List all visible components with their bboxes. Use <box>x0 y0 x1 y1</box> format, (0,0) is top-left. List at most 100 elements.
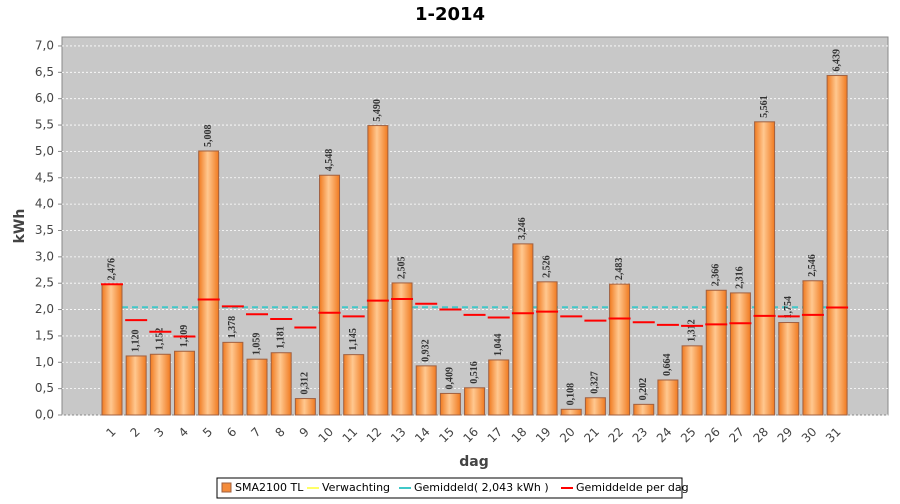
x-tick-label: 8 <box>272 425 287 440</box>
y-tick-label: 3,5 <box>35 223 54 237</box>
x-tick-label: 29 <box>775 425 796 446</box>
y-tick-label: 2,5 <box>35 276 54 290</box>
data-label: 0,664 <box>662 353 673 376</box>
bar <box>294 398 316 416</box>
x-tick-label: 16 <box>460 425 481 446</box>
bar <box>754 121 776 416</box>
x-tick-label: 10 <box>315 425 336 446</box>
data-label: 1,120 <box>130 329 141 352</box>
bar <box>705 289 727 416</box>
x-tick-label: 28 <box>750 425 771 446</box>
data-label: 2,526 <box>541 255 552 278</box>
bar <box>729 292 751 416</box>
x-tick-label: 15 <box>436 425 457 446</box>
bar <box>367 125 389 416</box>
y-tick-label: 1,0 <box>35 355 54 369</box>
bar <box>222 341 244 416</box>
bar <box>415 365 437 416</box>
bar <box>633 403 655 416</box>
bar <box>826 75 848 416</box>
data-label: 1,754 <box>783 296 794 319</box>
data-label: 1,059 <box>251 333 262 356</box>
x-tick-label: 17 <box>485 425 506 446</box>
bar <box>802 280 824 416</box>
data-label: 0,409 <box>445 367 456 390</box>
data-label: 2,483 <box>614 258 625 281</box>
data-label: 1,152 <box>155 328 166 351</box>
x-tick-label: 21 <box>581 425 602 446</box>
x-tick-label: 27 <box>726 425 747 446</box>
x-tick-label: 6 <box>224 425 239 440</box>
data-label: 5,008 <box>203 124 214 147</box>
x-tick-label: 13 <box>388 425 409 446</box>
x-tick-label: 12 <box>364 425 385 446</box>
legend-label: SMA2100 TL <box>235 481 304 494</box>
y-tick-label: 3,0 <box>35 249 54 263</box>
bar <box>778 322 800 416</box>
x-tick-label: 9 <box>297 425 312 440</box>
data-label: 1,145 <box>348 328 359 351</box>
data-label: 1,312 <box>686 319 697 342</box>
x-tick-label: 19 <box>533 425 554 446</box>
data-label: 0,516 <box>469 361 480 384</box>
data-label: 5,561 <box>759 95 770 118</box>
x-tick-label: 11 <box>340 425 361 446</box>
data-label: 2,546 <box>807 254 818 277</box>
x-tick-label: 14 <box>412 425 433 446</box>
x-tick-label: 2 <box>127 425 142 440</box>
x-tick-label: 5 <box>200 425 215 440</box>
y-tick-label: 1,5 <box>35 328 54 342</box>
bar <box>657 379 679 416</box>
y-tick-label: 2,0 <box>35 302 54 316</box>
x-tick-label: 31 <box>823 425 844 446</box>
legend-label: Gemiddelde per dag <box>576 481 689 494</box>
bar <box>198 150 220 416</box>
bar <box>343 354 365 416</box>
legend-label: Gemiddeld( 2,043 kWh ) <box>414 481 549 494</box>
bar <box>536 281 558 416</box>
legend-swatch <box>221 482 232 493</box>
data-label: 0,312 <box>300 372 311 395</box>
bar <box>149 353 171 416</box>
data-label: 2,476 <box>106 258 117 281</box>
data-label: 1,044 <box>493 333 504 355</box>
y-tick-label: 4,5 <box>35 170 54 184</box>
bar <box>681 345 703 416</box>
x-axis-label: dag <box>459 454 489 470</box>
bar <box>174 350 196 416</box>
y-tick-label: 5,5 <box>35 118 54 132</box>
bar <box>125 355 147 416</box>
x-tick-label: 26 <box>702 425 723 446</box>
y-tick-label: 7,0 <box>35 38 54 52</box>
x-tick-label: 3 <box>152 425 167 440</box>
y-axis-label: kWh <box>12 209 28 244</box>
data-label: 0,932 <box>421 339 432 362</box>
y-tick-label: 5,0 <box>35 144 54 158</box>
y-tick-label: 4,0 <box>35 197 54 211</box>
x-tick-label: 22 <box>605 425 626 446</box>
y-tick-label: 6,0 <box>35 91 54 105</box>
x-tick-label: 30 <box>799 425 820 446</box>
data-label: 0,202 <box>638 378 649 401</box>
bar <box>246 358 268 416</box>
data-label: 0,108 <box>566 383 577 406</box>
data-label: 0,327 <box>590 371 601 394</box>
bar <box>584 397 606 416</box>
x-tick-label: 4 <box>176 425 191 440</box>
y-tick-label: 0,5 <box>35 381 54 395</box>
data-label: 5,490 <box>372 99 383 122</box>
data-label: 3,246 <box>517 217 528 240</box>
legend-label: Verwachting <box>322 481 390 494</box>
bar <box>512 243 534 416</box>
bar <box>464 387 486 416</box>
x-tick-label: 18 <box>509 425 530 446</box>
bar <box>101 283 123 416</box>
bar <box>439 392 461 416</box>
data-label: 2,366 <box>711 264 722 287</box>
legend <box>216 477 683 499</box>
y-tick-label: 0,0 <box>35 408 54 422</box>
bar <box>609 283 631 416</box>
chart-title: 1-2014 <box>415 4 485 25</box>
x-tick-label: 20 <box>557 425 578 446</box>
